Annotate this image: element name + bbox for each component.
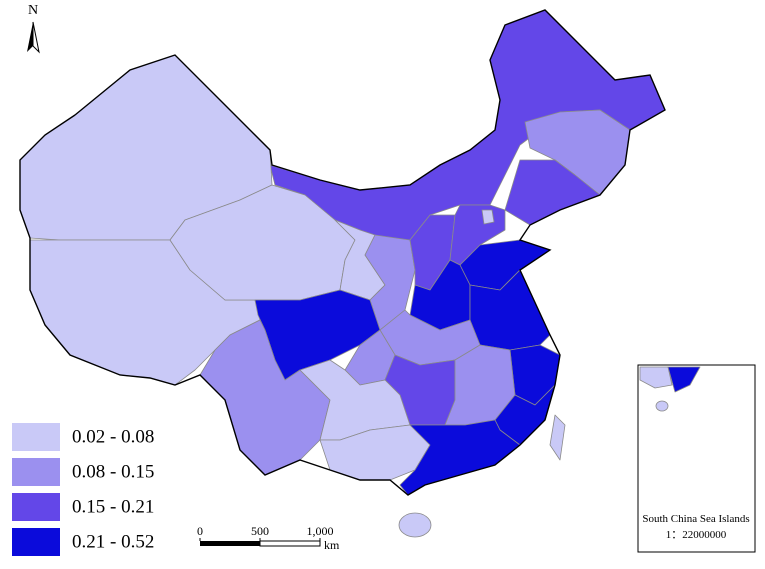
scale-label: 0 xyxy=(197,524,203,538)
inset-frame xyxy=(637,364,756,553)
legend-label: 0.02 - 0.08 xyxy=(72,426,154,447)
region xyxy=(667,366,701,393)
north-arrow: N xyxy=(27,3,40,54)
north-label: N xyxy=(28,3,38,18)
arrow-right xyxy=(32,21,40,54)
scale-unit: km xyxy=(324,538,340,552)
region xyxy=(398,512,432,538)
inset-title: South China Sea Islands xyxy=(642,513,749,525)
scale-bar-black xyxy=(200,541,260,546)
region xyxy=(481,209,495,225)
scale-bar-white xyxy=(259,540,321,547)
region xyxy=(549,414,566,461)
provinces xyxy=(19,9,666,538)
border xyxy=(19,9,666,496)
legend-swatch xyxy=(12,423,60,451)
legend: 0.02 - 0.08 0.08 - 0.15 0.15 - 0.21 0.21 - … xyxy=(12,423,154,556)
scale-label: 1,000 xyxy=(307,524,334,538)
legend-label: 0.15 - 0.21 xyxy=(72,496,154,517)
legend-label: 0.08 - 0.15 xyxy=(72,461,154,482)
region xyxy=(299,359,411,441)
legend-swatch xyxy=(12,493,60,521)
legend-label: 0.21 - 0.52 xyxy=(72,531,154,552)
arrow-left xyxy=(27,22,33,52)
inset: South China Sea Islands 1：22000000 xyxy=(637,364,756,553)
scale-label: 500 xyxy=(251,524,269,538)
region xyxy=(639,366,673,389)
legend-swatch xyxy=(12,458,60,486)
region xyxy=(655,400,669,412)
legend-swatch xyxy=(12,528,60,556)
inset-scale: 1：22000000 xyxy=(666,529,727,541)
